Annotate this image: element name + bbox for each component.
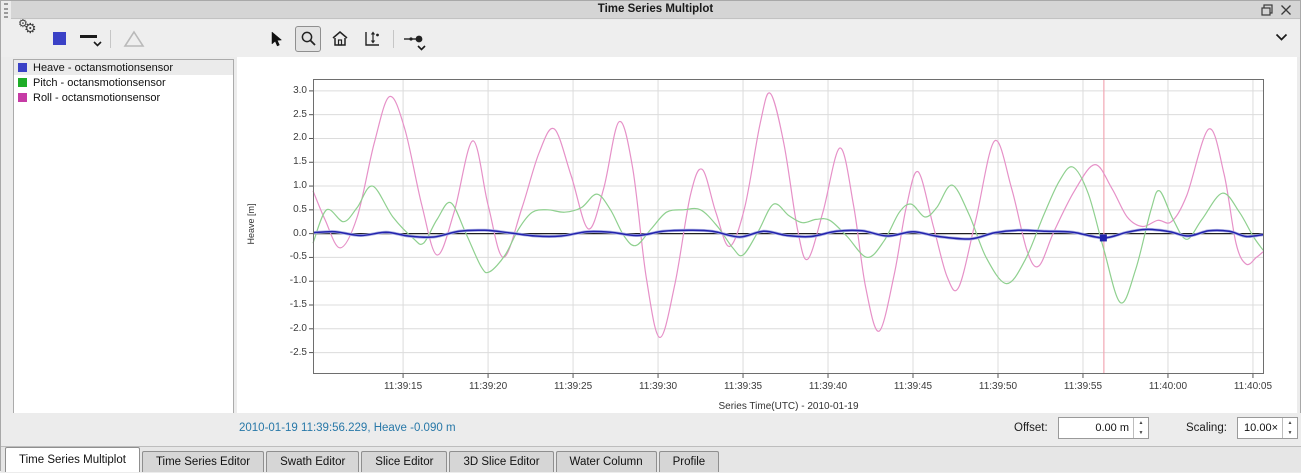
tab-time-series-editor[interactable]: Time Series Editor [141,451,265,472]
status-bar: 2010-01-19 11:39:56.229, Heave -0.090 m … [1,413,1301,446]
y-tick-label: -1.5 [289,299,307,310]
legend-color-swatch [18,78,27,87]
y-tick-label: -0.5 [289,251,307,263]
offset-down-arrow-icon[interactable]: ▼ [1138,430,1144,436]
legend-item[interactable]: Roll - octansmotionsensor [14,90,233,105]
offset-up-arrow-icon[interactable]: ▲ [1138,420,1144,426]
settings-gears-icon[interactable]: ⚙ ⚙ [18,17,37,36]
line-sample [80,34,97,38]
x-tick-label: 11:39:20 [468,381,508,392]
scaling-spinbox[interactable]: 10.00× ▲ ▼ [1237,417,1298,439]
x-tick-label: 11:39:30 [638,381,678,392]
float-window-icon[interactable] [1260,3,1274,17]
x-tick-label: 11:39:35 [723,381,763,392]
legend-item-label: Heave - octansmotionsensor [33,61,174,74]
y-tick-label: -2.0 [289,322,307,334]
x-tick-label: 11:40:05 [1233,381,1273,392]
offset-label: Offset: [1014,422,1048,434]
x-tick-label: 11:39:55 [1063,381,1103,392]
triangle-marker-icon[interactable] [123,26,145,52]
cursor-readout: 2010-01-19 11:39:56.229, Heave -0.090 m [239,422,456,434]
legend-item[interactable]: Pitch - octansmotionsensor [14,75,233,90]
x-tick-label: 11:39:40 [808,381,848,392]
tab-time-series-multiplot[interactable]: Time Series Multiplot [5,447,140,472]
scaling-value[interactable]: 10.00× [1244,422,1278,434]
legend-color-swatch [18,63,27,72]
y-tick-label: 1.5 [293,156,307,168]
window-title: Time Series Multiplot [597,3,714,15]
chevron-down-icon [417,44,426,51]
zoom-icon[interactable] [295,25,321,52]
x-tick-label: 11:39:25 [553,381,593,392]
x-tick-label: 11:39:45 [893,381,933,392]
x-tick-label: 11:40:00 [1148,381,1188,392]
toolbar-overflow-chevron-icon[interactable] [1275,33,1288,41]
legend-item[interactable]: Heave - octansmotionsensor [14,60,233,75]
tab-water-column[interactable]: Water Column [555,451,657,472]
y-tick-label: -1.0 [289,275,307,287]
chart-panel[interactable]: Heave [m] 3.0 2.5 2.0 1.5 1.0 0.5 0.0 -0.5 -1.0-… [237,57,1297,414]
toolbar-separator [393,29,394,48]
y-tick-label: 0.5 [293,203,307,215]
scaling-down-arrow-icon[interactable]: ▼ [1287,430,1293,436]
y-tick-label: 2.5 [293,108,307,120]
editor-tab-bar: Time Series Multiplot Time Series Editor S… [1,446,1301,472]
legend-item-label: Pitch - octansmotionsensor [33,76,166,89]
y-tick-label: 2.0 [293,132,307,144]
home-icon[interactable] [327,26,353,52]
series-line-pitch [312,166,1264,304]
tab-3d-slice-editor[interactable]: 3D Slice Editor [449,451,554,472]
node-picker-dropdown-icon[interactable] [402,30,428,51]
dock-drag-handle[interactable] [4,3,8,18]
offset-spinbox[interactable]: 0.00 m ▲ ▼ [1058,417,1149,439]
scaling-label: Scaling: [1186,422,1227,434]
toolbar-separator [110,29,111,48]
line-style-dropdown-icon[interactable] [80,31,102,47]
y-tick-label: -2.5 [289,346,307,358]
toolbar: ⚙ ⚙ [1,17,1300,57]
y-tick-label: 3.0 [293,84,307,96]
title-bar[interactable]: Time Series Multiplot [11,1,1300,19]
x-axis-title: Series Time(UTC) - 2010-01-19 [718,401,859,412]
series-legend-panel: Heave - octansmotionsensor Pitch - octans… [13,59,234,440]
chevron-down-icon [93,40,102,47]
series-line-roll [312,92,1264,339]
y-tick-label: 0.0 [293,227,307,239]
x-tick-label: 11:39:15 [383,381,423,392]
pointer-icon[interactable] [263,26,289,52]
series-color-swatch[interactable] [53,32,66,45]
fit-scale-icon[interactable] [359,26,385,52]
legend-color-swatch [18,93,27,102]
tab-slice-editor[interactable]: Slice Editor [361,451,448,472]
series-line-heave [312,228,1264,240]
x-tick-label: 11:39:50 [978,381,1018,392]
close-icon[interactable] [1279,3,1293,17]
tab-swath-editor[interactable]: Swath Editor [266,451,360,472]
legend-item-label: Roll - octansmotionsensor [33,91,161,104]
plot-border [313,79,1264,374]
time-series-plot[interactable] [309,79,1264,378]
selected-sample-marker[interactable] [1099,234,1107,242]
y-tick-label: 1.0 [293,180,307,192]
offset-value[interactable]: 0.00 m [1095,422,1129,434]
tab-profile[interactable]: Profile [658,451,720,472]
scaling-up-arrow-icon[interactable]: ▲ [1287,420,1293,426]
